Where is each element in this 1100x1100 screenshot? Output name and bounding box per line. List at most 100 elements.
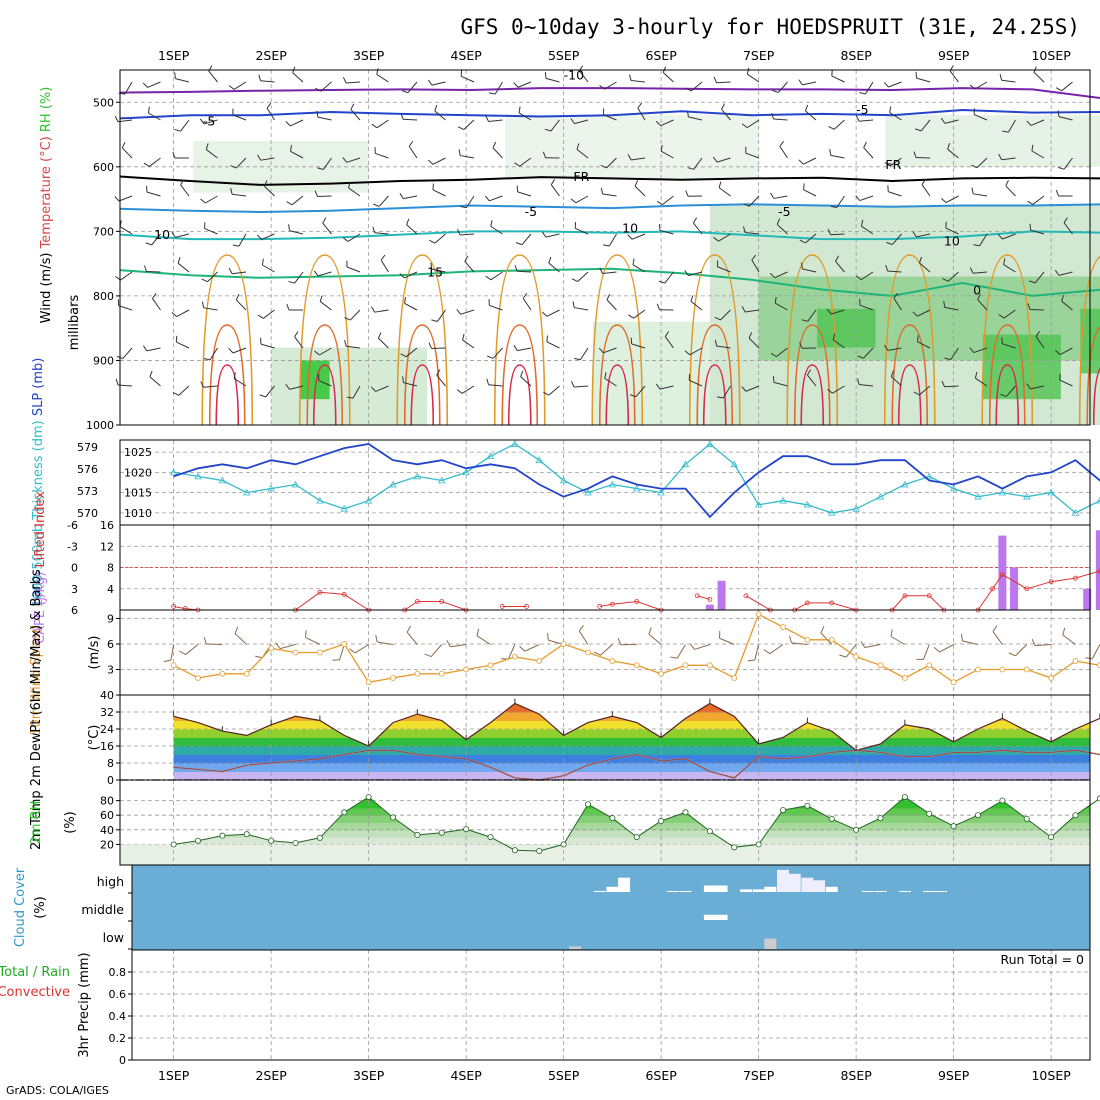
wind-barb <box>208 70 218 83</box>
rh-marker <box>975 812 982 819</box>
wind-barb <box>574 307 589 311</box>
wind-barb <box>430 644 443 657</box>
precip-tick-label: 0.2 <box>109 1032 127 1045</box>
wind-barb-flag <box>915 128 922 132</box>
wind-barb-flag <box>275 642 281 649</box>
thickness-marker <box>901 480 909 488</box>
wind-barb <box>317 271 332 277</box>
wind-barb <box>489 304 503 311</box>
wind-barb <box>604 81 617 90</box>
wind-barb-flag <box>458 149 461 156</box>
wind-speed-marker <box>536 658 543 664</box>
wind-barb-flag <box>257 154 262 161</box>
wind-barb-flag <box>476 628 480 636</box>
wind-barb-flag <box>599 267 604 274</box>
wind-barb <box>375 152 389 159</box>
wind-barb-flag <box>1008 652 1016 657</box>
surface-isotherm-loop <box>1086 326 1100 426</box>
wind-barb-flag <box>1027 200 1034 205</box>
wind-barb <box>662 195 674 206</box>
slp-line <box>173 443 1100 519</box>
wind-barb <box>769 644 784 655</box>
wind-barb <box>949 70 959 83</box>
cloud-bar <box>898 890 911 892</box>
wind-barb <box>939 644 954 653</box>
rh-marker <box>1048 834 1055 841</box>
wind-speed-marker <box>706 662 713 669</box>
cape-tick-label: 12 <box>100 540 114 553</box>
wind-speed-marker <box>487 662 494 669</box>
wind-barb <box>1008 119 1016 133</box>
wind-barb-flag <box>941 198 947 203</box>
wind-barb <box>232 271 247 275</box>
panel-axis-label: CAPE (J/kg) Lifted Index <box>33 491 48 644</box>
wind-barb <box>524 644 540 652</box>
wind-barb-flag <box>593 651 601 656</box>
wind-barb-flag <box>487 355 494 359</box>
wind-barb-flag <box>400 113 404 120</box>
wind-barb-flag <box>627 234 633 240</box>
wind-barb-flag <box>456 389 463 394</box>
run-total-label: Run Total = 0 <box>1000 952 1084 967</box>
wind-barb <box>376 73 389 83</box>
wind-barb <box>820 632 833 645</box>
wind-barb-flag <box>574 357 581 361</box>
wind-barb-flag <box>827 388 833 394</box>
wind-barb-flag <box>115 378 119 386</box>
wind-barb-flag <box>121 142 126 149</box>
wind-barb <box>921 184 931 197</box>
rh-shade <box>817 308 876 348</box>
wind-barb-flag <box>943 301 946 308</box>
wind-barb <box>945 227 959 235</box>
wind-barb-flag <box>1027 303 1031 310</box>
wind-barb-flag <box>288 280 295 284</box>
axis-label-part: 1000-500mb Thickness (dm) <box>31 420 46 607</box>
wind-barb-flag <box>114 195 120 202</box>
date-label-bottom: 6SEP <box>645 1068 677 1083</box>
wind-speed-marker <box>633 662 640 669</box>
wind-barb <box>260 343 275 349</box>
wind-barb-flag <box>550 179 556 185</box>
cape-bar <box>1083 588 1092 610</box>
wind-barb-flag <box>741 306 746 313</box>
wind-barb-flag <box>860 219 864 227</box>
wind-barb <box>339 644 345 660</box>
wind-panel: 3 6 9 10m Wind Speed & Barbs (m/s) <box>29 569 1100 736</box>
wind-barb <box>345 81 361 84</box>
wind-barb <box>975 377 988 387</box>
wind-barb <box>576 148 589 159</box>
wind-barb <box>260 157 275 161</box>
wind-barb-flag <box>655 120 662 127</box>
wind-barb-flag <box>947 143 951 150</box>
wind-barb <box>403 195 418 200</box>
axis-label-part: 2m DewPt <box>29 720 44 791</box>
wind-barb <box>864 644 881 649</box>
wind-barb-flag <box>142 82 148 88</box>
lifted-index-marker <box>317 589 323 595</box>
wind-barb-flag <box>971 187 974 194</box>
wind-barb <box>973 114 988 121</box>
wind-barb-flag <box>717 396 724 399</box>
rh-marker <box>438 829 445 836</box>
wind-barb-flag <box>317 167 324 170</box>
cloud-bar <box>861 890 874 892</box>
wind-barb <box>436 374 446 387</box>
wind-barb <box>804 233 817 244</box>
wind-barb <box>346 345 361 349</box>
wind-barb-flag <box>685 87 692 92</box>
lifted-index-line <box>891 595 945 611</box>
thickness-marker <box>291 480 300 488</box>
rh-band <box>173 796 1090 802</box>
wind-barb <box>291 195 304 206</box>
wind-barb <box>490 271 503 281</box>
temp-band <box>173 720 1090 730</box>
wind-barb <box>118 305 133 311</box>
wind-barb <box>120 271 133 281</box>
wind-speed-marker <box>682 662 689 669</box>
contour-label: -5 <box>525 204 537 219</box>
wind-barb-flag <box>230 188 233 195</box>
wind-barb <box>891 233 902 245</box>
wind-barb <box>791 642 808 645</box>
wind-barb <box>148 112 161 121</box>
wind-barb-flag <box>542 311 548 317</box>
